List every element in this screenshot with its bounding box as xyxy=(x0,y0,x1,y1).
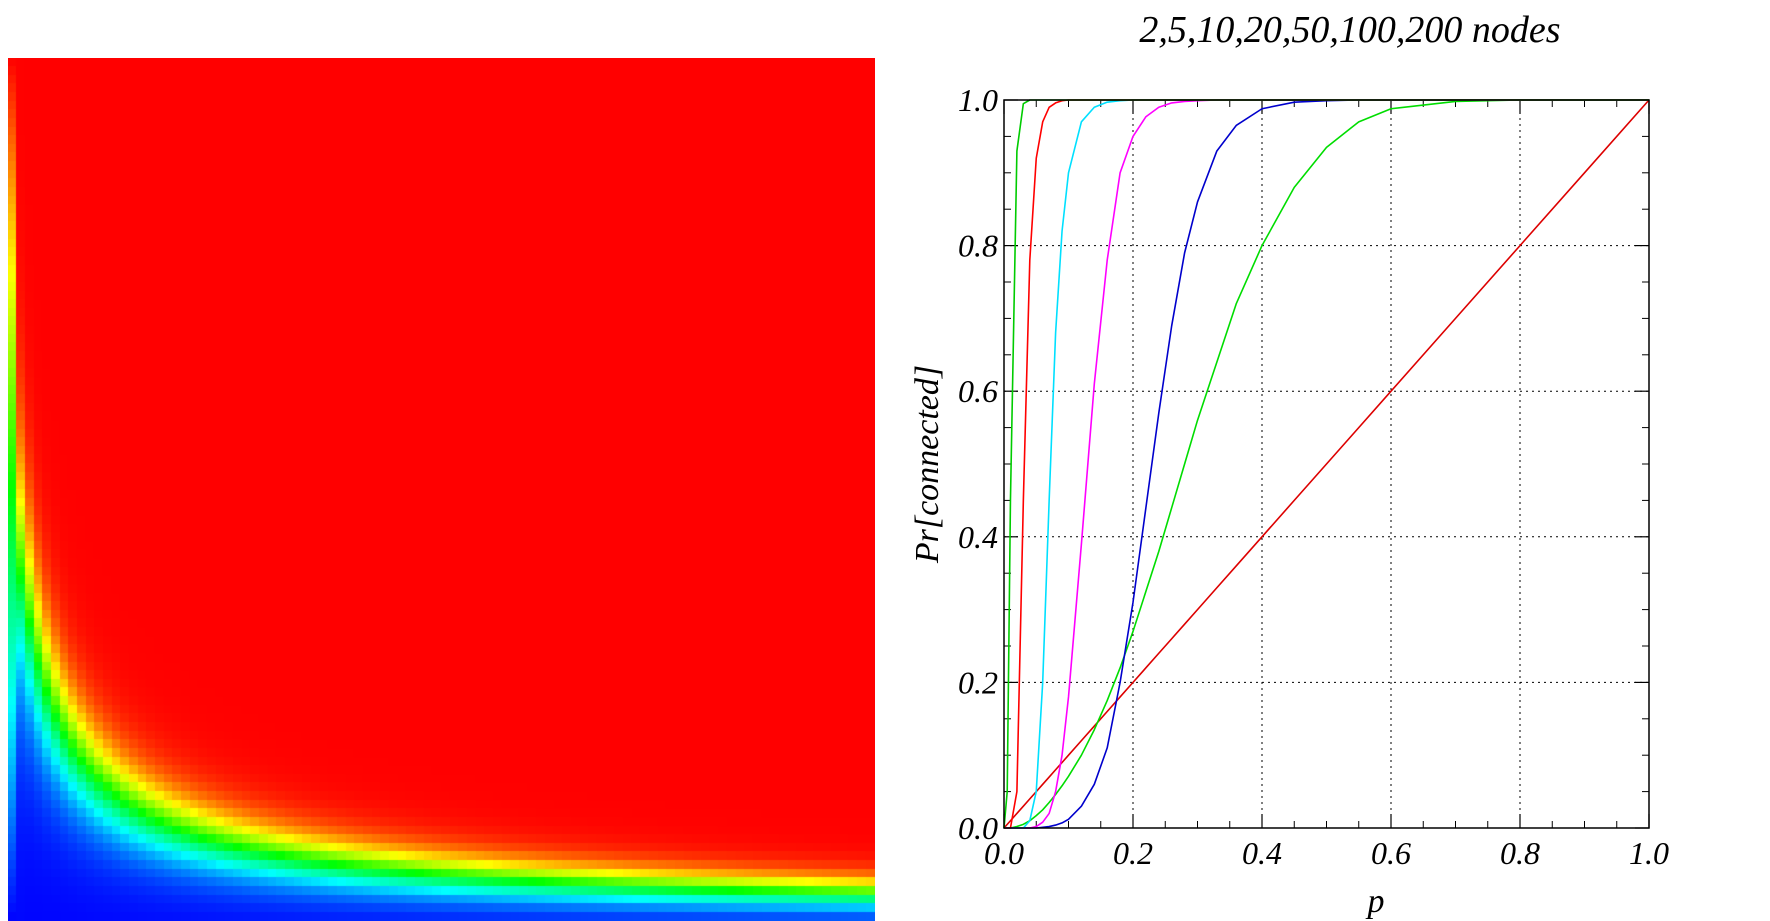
tick-label-layer: 0.0 0.2 0.4 0.6 0.8 1.0 0.0 0.2 0.4 0.6 0.8 1.0 xyxy=(958,82,1669,871)
y-tick-label: 1.0 xyxy=(958,82,998,118)
x-tick-label: 1.0 xyxy=(1629,835,1669,871)
grid-layer xyxy=(1004,100,1649,828)
x-tick-label: 0.2 xyxy=(1113,835,1153,871)
y-tick-label: 0.4 xyxy=(958,519,998,555)
line-chart: 2,5,10,20,50,100,200 nodes 0.0 0.2 0.4 0.6 0… xyxy=(909,9,1669,920)
x-axis-label: p xyxy=(1366,883,1385,920)
heatmap-panel xyxy=(8,58,875,921)
x-tick-label: 0.6 xyxy=(1371,835,1411,871)
y-axis-label: Pr[connected] xyxy=(909,365,946,564)
y-tick-label: 0.2 xyxy=(958,664,998,700)
y-tick-label: 0.0 xyxy=(958,810,998,846)
x-tick-label: 0.0 xyxy=(984,835,1024,871)
y-tick-label: 0.6 xyxy=(958,373,998,409)
y-tick-label: 0.8 xyxy=(958,228,998,264)
plot-frame xyxy=(1003,99,1650,829)
chart-title: 2,5,10,20,50,100,200 nodes xyxy=(1139,9,1560,51)
series-line-1 xyxy=(1003,99,1650,829)
line-chart-panel: 2,5,10,20,50,100,200 nodes 0.0 0.2 0.4 0.6 0… xyxy=(880,0,1770,921)
series-line-2 xyxy=(1004,99,1649,829)
x-tick-label: 0.4 xyxy=(1242,835,1282,871)
connectivity-heatmap xyxy=(8,58,875,921)
series-layer xyxy=(1003,99,1650,829)
x-tick-label: 0.8 xyxy=(1500,835,1540,871)
